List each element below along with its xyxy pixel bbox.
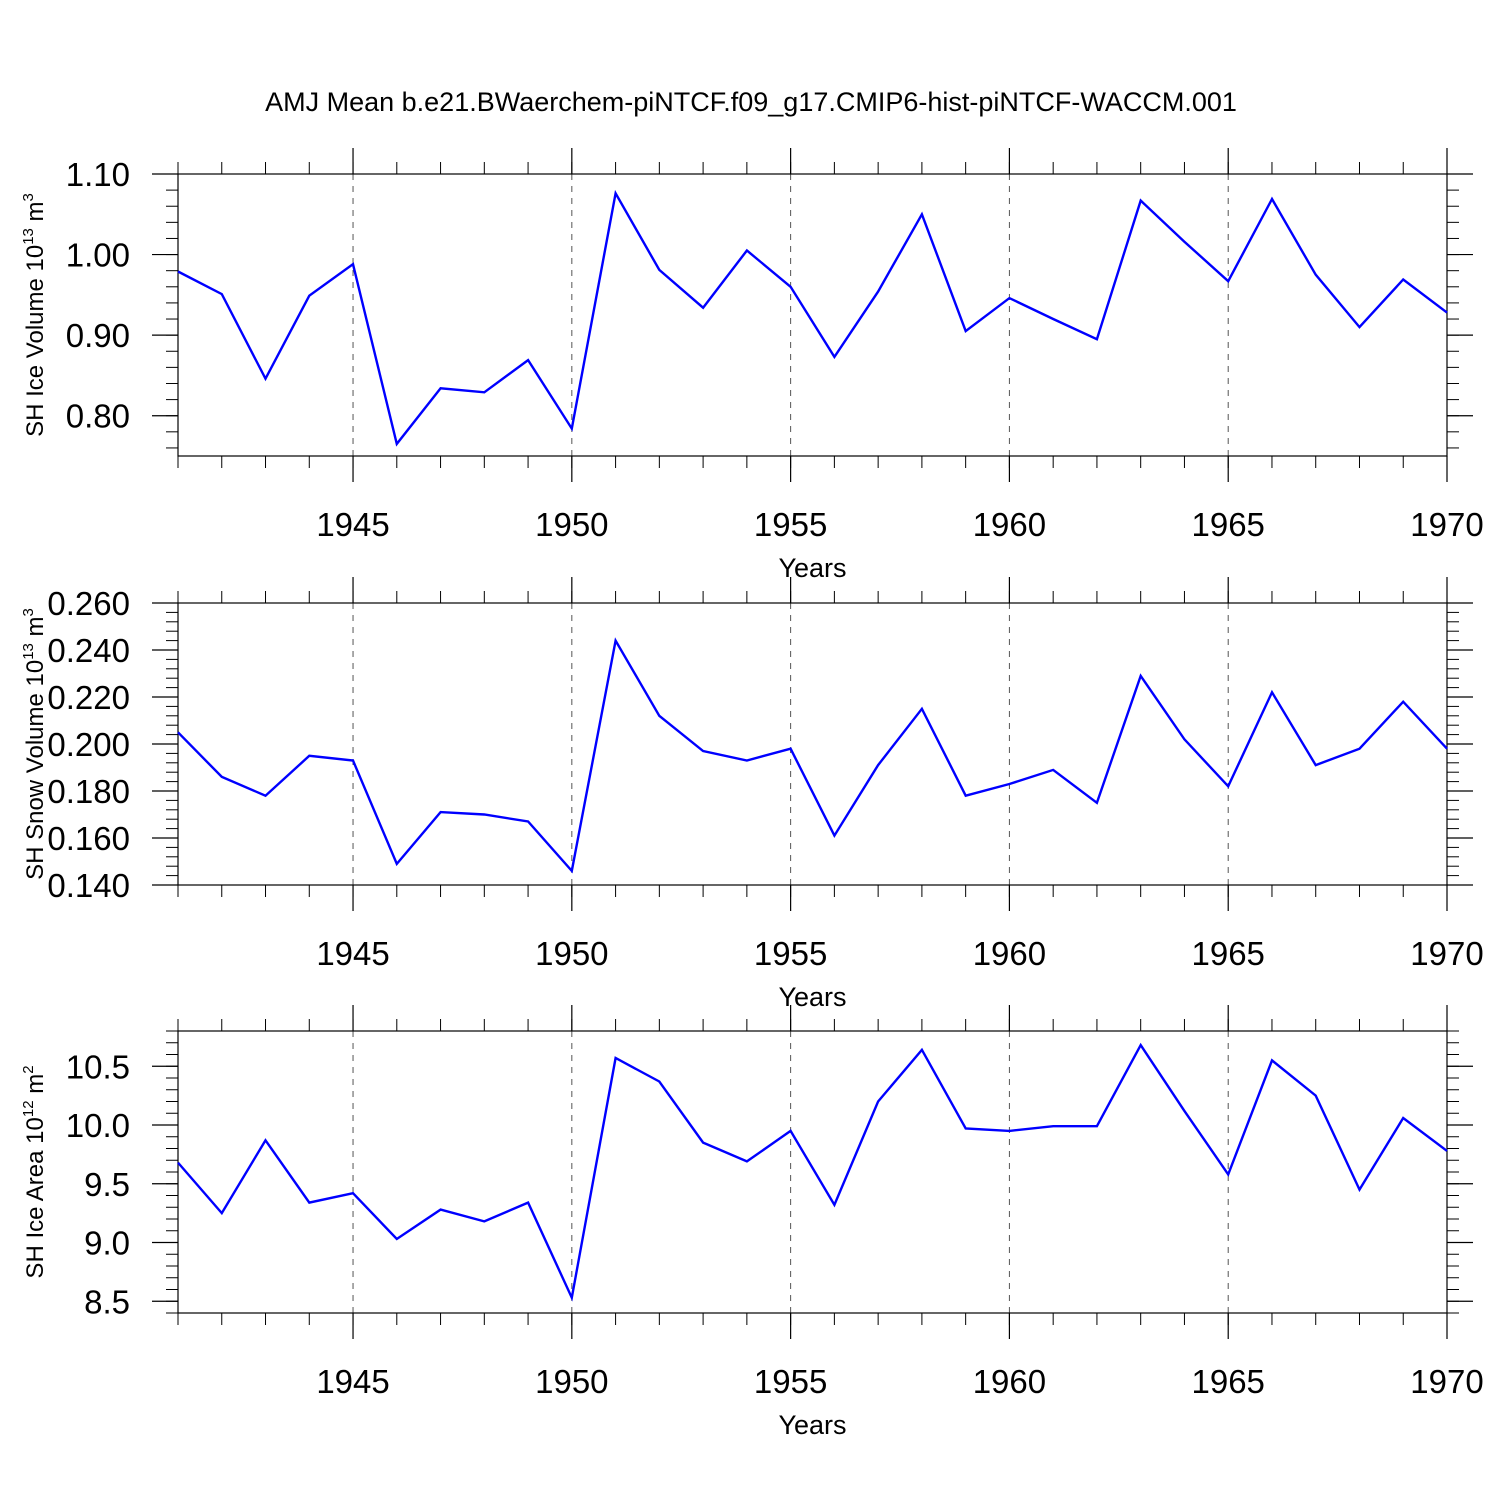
chart-1-ytick-label-1.00: 1.00 xyxy=(66,237,130,274)
chart-1-xtick-label-1970: 1970 xyxy=(1410,506,1483,543)
chart-1-plot-frame xyxy=(177,173,1448,457)
chart-2-ylabel-unit-exponent: 3 xyxy=(20,608,37,616)
chart-2-ylabel-exponent: 13 xyxy=(20,643,37,660)
chart-3-xtick-label-1960: 1960 xyxy=(973,1363,1046,1400)
panel-snow-volume: 1945 1950 1955 1960 1965 1970 0.140 0.160 0.180 0… xyxy=(20,577,1484,1012)
chart-3-ylabel-exponent: 12 xyxy=(20,1100,37,1117)
chart-2-xtick-label-1955: 1955 xyxy=(754,935,827,972)
chart-3-xtick-label-1965: 1965 xyxy=(1191,1363,1264,1400)
chart-2-ylabel-unit: m xyxy=(22,616,49,643)
chart-1-xtick-label-1955: 1955 xyxy=(754,506,827,543)
chart-2-xtick-label-1960: 1960 xyxy=(973,935,1046,972)
chart-3-xlabel: Years xyxy=(778,1410,846,1440)
chart-3-plot-frame xyxy=(177,1030,1448,1314)
chart-1-xtick-label-1960: 1960 xyxy=(973,506,1046,543)
chart-2-ytick-label-0.140: 0.140 xyxy=(47,867,130,904)
chart-1-ylabel: SH Ice Volume 1013 m3 xyxy=(20,193,49,437)
panel-ice-volume: 1945 1950 1955 1960 1965 1970 0.80 0.90 1.00 1.10… xyxy=(20,148,1484,583)
chart-2-ytick-label-0.200: 0.200 xyxy=(47,726,130,763)
chart-3-ytick-label-8.5: 8.5 xyxy=(84,1283,130,1320)
chart-1-ylabel-unit-exponent: 3 xyxy=(20,193,37,201)
chart-3-ytick-label-10.0: 10.0 xyxy=(66,1107,130,1144)
chart-1-ytick-label-0.90: 0.90 xyxy=(66,317,130,354)
chart-3-xtick-label-1950: 1950 xyxy=(535,1363,608,1400)
chart-3-xtick-label-1955: 1955 xyxy=(754,1363,827,1400)
chart-2-xtick-label-1965: 1965 xyxy=(1191,935,1264,972)
chart-1-ylabel-text: SH Ice Volume 10 xyxy=(22,245,49,437)
chart-3-ylabel-unit-exponent: 2 xyxy=(20,1065,37,1073)
chart-2-xlabel: Years xyxy=(778,982,846,1012)
chart-1-xtick-label-1945: 1945 xyxy=(316,506,389,543)
chart-2-ylabel-text: SH Snow Volume 10 xyxy=(22,660,49,880)
chart-1-ylabel-unit: m xyxy=(22,201,49,228)
chart-3-xtick-label-1945: 1945 xyxy=(316,1363,389,1400)
chart-3-series-line xyxy=(177,1042,1448,1302)
chart-2-xtick-label-1945: 1945 xyxy=(316,935,389,972)
chart-1-series-line xyxy=(177,189,1448,447)
chart-3-ytick-label-10.5: 10.5 xyxy=(66,1048,130,1085)
chart-2-xtick-label-1970: 1970 xyxy=(1410,935,1483,972)
chart-1-ytick-label-0.80: 0.80 xyxy=(66,398,130,435)
chart-1-ytick-label-1.10: 1.10 xyxy=(66,156,130,193)
chart-2-ylabel: SH Snow Volume 1013 m3 xyxy=(20,608,49,880)
chart-2-xtick-label-1950: 1950 xyxy=(535,935,608,972)
chart-2-ytick-label-0.260: 0.260 xyxy=(47,585,130,622)
chart-title: AMJ Mean b.e21.BWaerchem-piNTCF.f09_g17.… xyxy=(265,87,1237,117)
chart-1-ylabel-exponent: 13 xyxy=(20,228,37,245)
chart-2-series-line xyxy=(177,637,1448,874)
chart-3-ylabel-unit: m xyxy=(22,1074,49,1101)
chart-2-ytick-label-0.180: 0.180 xyxy=(47,773,130,810)
chart-2-plot-frame xyxy=(177,602,1448,886)
panel-ice-area: 1945 1950 1955 1960 1965 1970 8.5 9.0 9.5 10.0 10.… xyxy=(20,1005,1484,1440)
chart-1-xtick-label-1965: 1965 xyxy=(1191,506,1264,543)
chart-2-ytick-label-0.220: 0.220 xyxy=(47,679,130,716)
chart-3-ylabel-text: SH Ice Area 10 xyxy=(22,1117,49,1278)
chart-2-ytick-label-0.160: 0.160 xyxy=(47,820,130,857)
chart-1-xtick-label-1950: 1950 xyxy=(535,506,608,543)
chart-3-ytick-label-9.5: 9.5 xyxy=(84,1166,130,1203)
chart-2-ytick-label-0.240: 0.240 xyxy=(47,632,130,669)
chart-1-xlabel: Years xyxy=(778,553,846,583)
chart-3-ylabel: SH Ice Area 1012 m2 xyxy=(20,1065,49,1278)
chart-3-ytick-label-9.0: 9.0 xyxy=(84,1225,130,1262)
chart-3-xtick-label-1970: 1970 xyxy=(1410,1363,1483,1400)
